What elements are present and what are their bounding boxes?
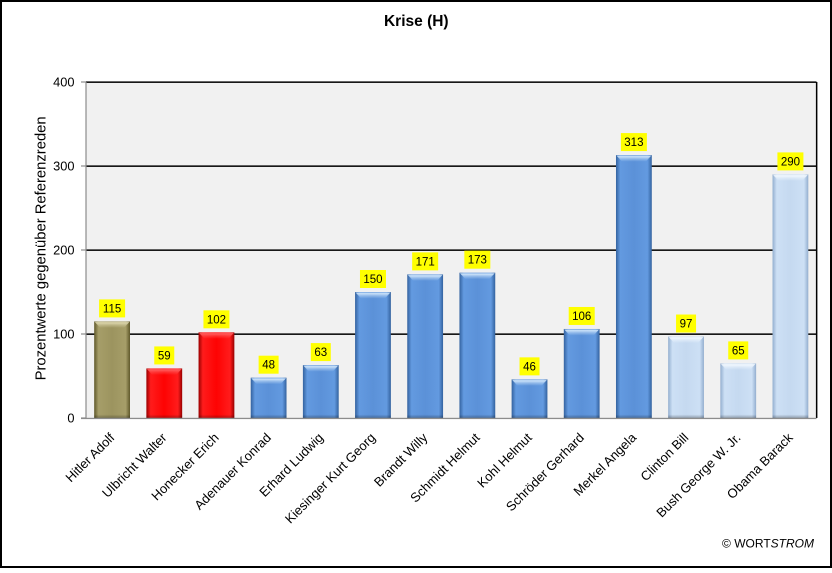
svg-text:300: 300 <box>53 159 74 174</box>
svg-text:63: 63 <box>314 347 327 359</box>
svg-text:171: 171 <box>416 256 435 268</box>
svg-text:200: 200 <box>53 243 74 258</box>
svg-text:400: 400 <box>53 75 74 90</box>
svg-text:Prozentwerte gegenüber Refere: Prozentwerte gegenüber Referenzreden <box>34 116 50 380</box>
svg-text:65: 65 <box>732 345 745 357</box>
svg-text:97: 97 <box>680 319 693 331</box>
svg-text:290: 290 <box>781 156 800 168</box>
svg-text:102: 102 <box>207 314 226 326</box>
svg-text:48: 48 <box>262 360 275 372</box>
svg-text:106: 106 <box>572 311 591 323</box>
svg-text:Krise (H): Krise (H) <box>384 13 449 30</box>
svg-text:59: 59 <box>158 350 171 362</box>
svg-text:0: 0 <box>67 411 74 426</box>
svg-text:46: 46 <box>523 361 536 373</box>
svg-text:115: 115 <box>103 303 121 315</box>
svg-text:150: 150 <box>363 274 382 286</box>
svg-text:© WORTSTROM: © WORTSTROM <box>722 536 814 550</box>
svg-text:173: 173 <box>468 255 487 267</box>
svg-text:313: 313 <box>624 137 643 149</box>
svg-text:100: 100 <box>53 327 74 342</box>
